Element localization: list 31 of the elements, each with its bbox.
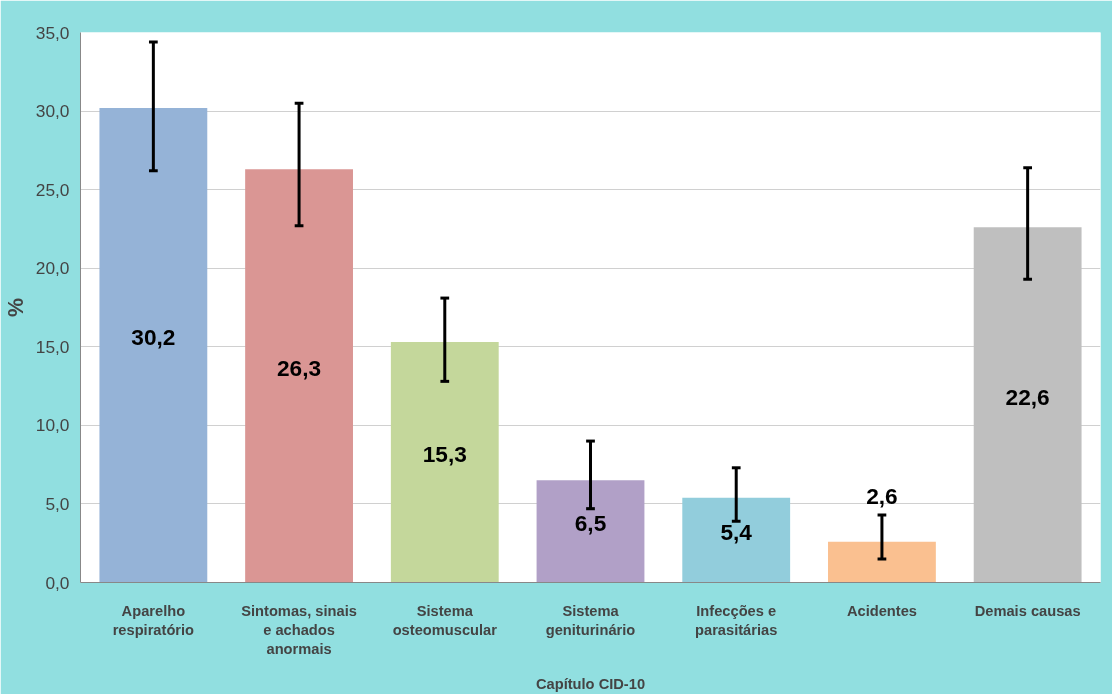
y-axis-title: %	[3, 297, 28, 317]
bar	[536, 480, 645, 583]
x-tick-label: Sistema osteomuscular	[392, 602, 498, 638]
data-label: 22,6	[1005, 383, 1050, 410]
x-tick-label: Sintomas, sinais e achados anormais	[241, 602, 357, 657]
y-tick-label: 10,0	[35, 415, 70, 436]
bar	[245, 169, 353, 583]
data-label: 6,5	[574, 510, 607, 537]
data-label: 2,6	[866, 482, 898, 509]
y-tick-label: 15,0	[35, 336, 70, 357]
x-tick-label: Aparelho respiratório	[112, 602, 195, 638]
y-tick-label: 35,0	[35, 22, 70, 43]
data-label: 30,2	[131, 324, 176, 351]
x-axis-title: Capítulo CID-10	[535, 675, 646, 692]
y-tick-label: 30,0	[35, 101, 70, 122]
data-label: 15,3	[422, 441, 467, 468]
x-tick-label: Demais causas	[974, 602, 1081, 619]
y-tick-label: 5,0	[45, 493, 70, 514]
x-tick-label: Sistema geniturinário	[545, 602, 636, 638]
y-tick-label: 20,0	[35, 258, 70, 279]
bar	[682, 497, 791, 583]
y-tick-label: 25,0	[35, 179, 70, 200]
data-label: 26,3	[277, 354, 322, 381]
data-label: 5,4	[720, 519, 753, 546]
bar	[973, 227, 1082, 583]
y-tick-label: 0,0	[45, 572, 70, 593]
x-tick-label: Infecções e parasitárias	[695, 602, 778, 638]
bar	[99, 107, 208, 583]
x-tick-label: Acidentes	[846, 602, 917, 619]
bar	[390, 342, 499, 583]
bar	[828, 541, 936, 583]
